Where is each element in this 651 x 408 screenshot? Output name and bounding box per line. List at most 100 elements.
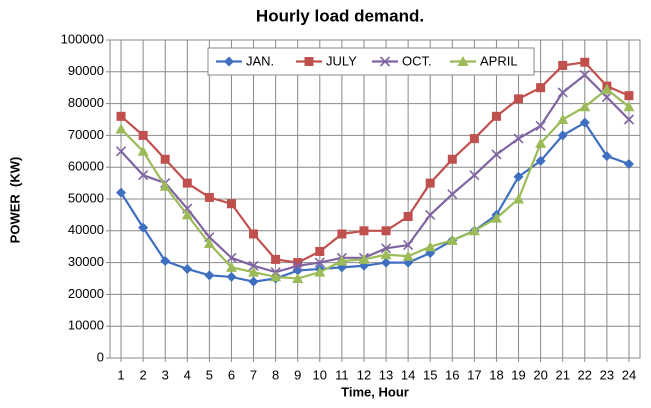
marker <box>225 261 237 272</box>
marker <box>138 170 149 181</box>
x-tick-label: 4 <box>184 367 191 382</box>
x-tick-label: 10 <box>313 367 327 382</box>
x-tick-label: 12 <box>357 367 371 382</box>
marker <box>182 178 192 188</box>
x-tick-label: 18 <box>489 367 503 382</box>
legend-box <box>207 47 535 76</box>
marker <box>513 193 525 204</box>
marker <box>513 133 524 144</box>
marker <box>160 256 171 267</box>
marker <box>601 83 613 94</box>
series-line <box>120 61 630 264</box>
x-tick-label: 22 <box>578 367 592 382</box>
x-tick-label: 8 <box>272 367 279 382</box>
x-tick-label: 20 <box>533 367 547 382</box>
marker <box>380 243 392 254</box>
y-tick-label: 50000 <box>68 190 104 205</box>
marker <box>403 211 413 221</box>
marker <box>138 130 148 140</box>
marker <box>536 83 546 93</box>
marker <box>293 258 303 268</box>
marker <box>624 91 634 101</box>
marker <box>491 149 502 160</box>
marker <box>579 117 590 128</box>
marker <box>381 257 392 268</box>
marker <box>226 252 237 263</box>
legend-marker <box>379 56 391 67</box>
marker <box>116 111 126 121</box>
marker <box>402 250 414 261</box>
legend-label: OCT. <box>402 53 432 68</box>
y-tick-label: 100000 <box>61 31 104 46</box>
marker <box>380 249 392 260</box>
marker <box>182 263 193 274</box>
marker <box>557 130 568 141</box>
x-tick-label: 15 <box>423 367 437 382</box>
marker <box>358 253 370 264</box>
marker <box>513 171 524 182</box>
marker <box>557 87 568 98</box>
marker <box>359 226 369 236</box>
series-line <box>120 87 630 280</box>
legend-marker <box>224 56 234 67</box>
marker <box>315 246 325 256</box>
y-tick-label: 70000 <box>68 127 104 142</box>
marker <box>535 120 546 131</box>
marker <box>425 209 436 220</box>
marker <box>535 155 546 166</box>
marker <box>337 229 347 239</box>
marker <box>558 60 568 70</box>
marker <box>535 137 547 148</box>
marker <box>314 266 326 277</box>
legend-label: JULY <box>326 53 357 68</box>
legend-marker <box>457 56 469 66</box>
marker <box>580 57 590 67</box>
legend-label: APRIL <box>480 53 518 68</box>
marker <box>424 241 436 252</box>
y-tick-label: 30000 <box>68 254 104 269</box>
marker <box>314 257 325 268</box>
x-tick-label: 5 <box>206 367 213 382</box>
marker <box>601 92 612 103</box>
marker <box>292 260 303 271</box>
marker <box>292 273 304 283</box>
marker <box>204 192 214 202</box>
marker <box>579 69 590 81</box>
marker <box>403 240 414 251</box>
x-tick-label: 24 <box>622 367 636 382</box>
y-tick-label: 20000 <box>68 286 104 301</box>
x-tick-label: 9 <box>294 367 301 382</box>
chart-title: Hourly load demand. <box>256 6 424 25</box>
x-tick-label: 13 <box>379 367 393 382</box>
marker <box>469 170 480 181</box>
marker <box>468 225 480 236</box>
x-tick-label: 16 <box>445 367 459 382</box>
x-tick-label: 11 <box>335 367 349 382</box>
marker <box>249 229 259 239</box>
series-line <box>120 73 630 274</box>
y-tick-label: 10000 <box>68 318 104 333</box>
marker <box>446 234 458 245</box>
plot-border <box>109 39 641 359</box>
x-tick-label: 19 <box>511 367 525 382</box>
marker <box>226 271 237 282</box>
marker <box>248 276 259 287</box>
marker <box>425 178 435 188</box>
marker <box>115 123 127 134</box>
marker <box>204 270 215 281</box>
marker <box>447 154 457 164</box>
marker <box>226 199 236 209</box>
x-tick-label: 3 <box>162 367 169 382</box>
x-tick-label: 23 <box>600 367 614 382</box>
marker <box>115 146 127 157</box>
marker <box>160 154 170 164</box>
marker <box>557 114 569 124</box>
x-tick-label: 14 <box>401 367 415 382</box>
y-tick-label: 40000 <box>68 222 104 237</box>
marker <box>116 187 127 198</box>
marker <box>381 226 391 236</box>
y-tick-label: 90000 <box>68 63 104 78</box>
x-tick-label: 2 <box>140 367 147 382</box>
x-tick-label: 7 <box>250 367 257 382</box>
